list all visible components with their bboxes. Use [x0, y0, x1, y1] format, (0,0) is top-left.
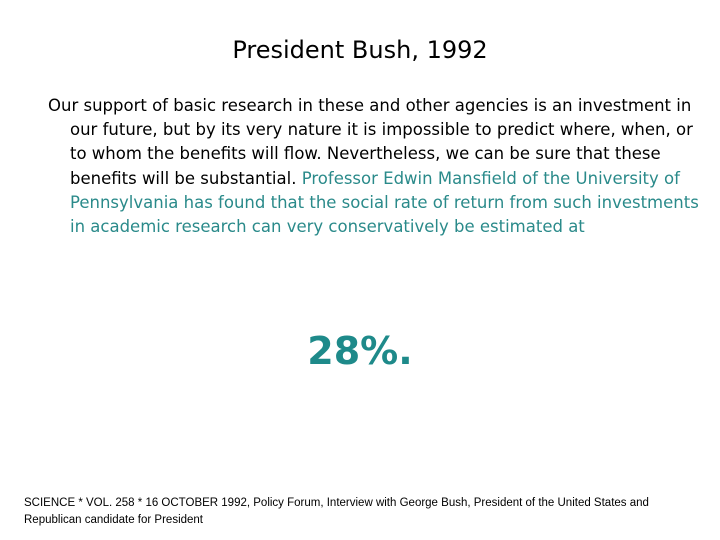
citation-footnote: SCIENCE * VOL. 258 * 16 OCTOBER 1992, Po… — [24, 497, 649, 526]
quote-paragraph: Our support of basic research in these a… — [48, 94, 706, 239]
quote-text-plain: Our support of basic research in these a… — [48, 96, 693, 188]
quote-text-highlighted: Professor Edwin Mansfield of the Univers… — [70, 168, 699, 237]
slide-title: President Bush, 1992 — [232, 36, 488, 64]
statistic-value: 28%. — [307, 329, 413, 373]
